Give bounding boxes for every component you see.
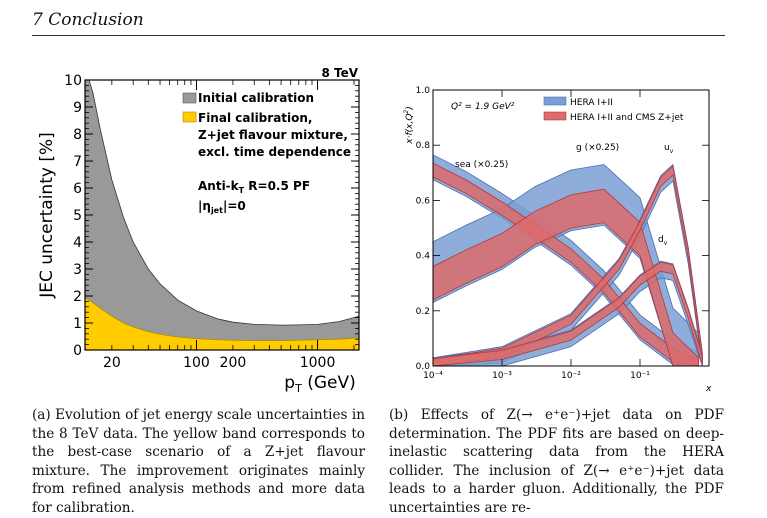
x-tick-label-b: 10⁻³ <box>492 371 512 381</box>
legend-hera-swatch <box>543 96 567 106</box>
caption-a: (a) Evolution of jet energy scale uncert… <box>32 407 365 516</box>
x-tick-label-a: 1000 <box>300 355 336 371</box>
jec-uncertainty-chart: 0 1 2 3 4 5 6 7 8 9 10 20 100 200 1000 8 TeV JEC uncer… <box>37 66 360 395</box>
y-tick-label-a: 6 <box>73 181 82 197</box>
x-tick-label-a: 200 <box>220 355 247 371</box>
y-tick-label-a: 10 <box>64 73 82 89</box>
curve-label-uv: uv <box>664 143 674 155</box>
q2-label: Q² = 1.9 GeV² <box>451 102 515 112</box>
y-tick-label-a: 9 <box>73 100 82 116</box>
y-tick-label-a: 2 <box>73 289 82 305</box>
section-header: 7 Conclusion <box>32 10 144 30</box>
legend-final-line2: Z+jet flavour mixture, <box>198 128 348 142</box>
x-tick-label-b: 10⁻² <box>561 371 581 381</box>
legend-initial-label: Initial calibration <box>198 91 314 105</box>
y-tick-label-b: 0.2 <box>416 307 430 317</box>
curve-label-gluon: g (×0.25) <box>576 143 619 153</box>
band-initial <box>85 80 359 350</box>
algorithm-label: Anti-kT R=0.5 PF <box>198 179 310 195</box>
caption-b: (b) Effects of Z(→ e⁺e⁻)+jet data on PDF… <box>389 407 724 516</box>
band-final <box>85 297 359 350</box>
y-tick-label-a: 7 <box>73 154 82 170</box>
x-axis-label-a: pT (GeV) <box>284 373 355 395</box>
x-tick-label-a: 20 <box>103 355 121 371</box>
y-tick-label-a: 0 <box>73 343 82 359</box>
y-axis-label-b: x·f(x,Q2) <box>403 106 415 144</box>
band-edge-final <box>85 297 359 341</box>
pdf-chart: 0.0 0.2 0.4 0.6 0.8 1.0 10⁻⁴ 10⁻³ 10⁻² 10⁻¹ x·f(x… <box>403 86 712 394</box>
y-tick-label-a: 8 <box>73 127 82 143</box>
band-edge-initial <box>88 80 359 326</box>
y-tick-label-b: 0.6 <box>416 196 431 206</box>
legend-cms-label: HERA I+II and CMS Z+jet <box>570 113 684 123</box>
cms-band-gluon <box>433 188 699 366</box>
x-tick-label-b: 10⁻¹ <box>630 371 650 381</box>
legend-final-line3: excl. time dependence <box>198 145 351 159</box>
x-tick-label-a: 100 <box>183 355 210 371</box>
legend-final-swatch <box>182 111 197 123</box>
energy-label: 8 TeV <box>321 66 358 80</box>
curve-label-dv: dv <box>658 235 668 247</box>
y-tick-label-b: 0.0 <box>416 362 431 372</box>
eta-label: |ηjet|=0 <box>198 199 246 215</box>
cms-band-dv <box>433 261 703 366</box>
curve-label-sea: sea (×0.25) <box>455 160 508 170</box>
y-tick-label-b: 0.8 <box>416 141 431 151</box>
y-tick-label-a: 5 <box>73 208 82 224</box>
legend-final-label: Final calibration, <box>198 111 312 125</box>
y-tick-label-b: 0.4 <box>416 252 431 262</box>
y-tick-label-a: 4 <box>73 235 82 251</box>
y-axis-label-a: JEC uncertainty [%] <box>37 132 57 299</box>
legend-cms-swatch <box>543 111 567 121</box>
header-rule <box>32 35 725 36</box>
x-tick-label-b: 10⁻⁴ <box>423 371 443 381</box>
y-tick-label-a: 3 <box>73 262 82 278</box>
legend-hera-label: HERA I+II <box>570 98 613 108</box>
x-axis-label-b: x <box>705 384 712 394</box>
y-tick-label-a: 1 <box>73 316 82 332</box>
y-tick-label-b: 1.0 <box>416 86 431 96</box>
legend-initial-swatch <box>182 92 197 104</box>
